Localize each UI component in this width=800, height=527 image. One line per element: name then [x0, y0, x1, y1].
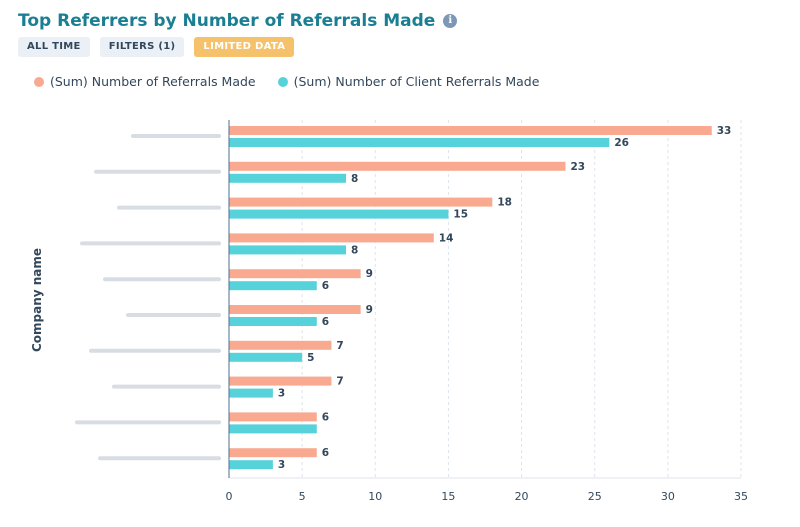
category-label-obscured-2	[94, 169, 221, 174]
data-label-referrals-2: 23	[570, 161, 585, 173]
bar-referrals-8[interactable]	[229, 376, 332, 386]
chart-legend: (Sum) Number of Referrals Made (Sum) Num…	[34, 74, 539, 89]
legend-swatch-client-referrals	[277, 76, 288, 87]
date-range-chip[interactable]: ALL TIME	[18, 37, 90, 57]
bar-client-referrals-10[interactable]	[229, 460, 273, 470]
x-tick-label: 0	[226, 490, 233, 503]
category-label-obscured-4	[80, 241, 221, 246]
category-label-obscured-8	[112, 384, 221, 389]
legend-label-referrals: (Sum) Number of Referrals Made	[50, 74, 256, 89]
data-label-client-referrals-10: 3	[278, 459, 285, 471]
data-label-referrals-10: 6	[322, 447, 329, 459]
data-label-client-referrals-3: 15	[453, 209, 468, 221]
bar-client-referrals-8[interactable]	[229, 388, 273, 398]
legend-item-referrals[interactable]: (Sum) Number of Referrals Made	[34, 74, 256, 89]
limited-data-badge: LIMITED DATA	[194, 37, 295, 57]
chart-header: Top Referrers by Number of Referrals Mad…	[18, 8, 458, 34]
x-tick-label: 35	[734, 490, 748, 503]
bar-client-referrals-9[interactable]	[229, 424, 317, 434]
data-label-referrals-1: 33	[717, 125, 732, 137]
data-label-client-referrals-1: 26	[614, 137, 629, 149]
bar-referrals-9[interactable]	[229, 412, 317, 422]
bar-referrals-5[interactable]	[229, 269, 361, 279]
data-label-referrals-3: 18	[497, 197, 512, 209]
category-label-obscured-7	[89, 348, 221, 353]
bar-referrals-10[interactable]	[229, 448, 317, 458]
data-label-referrals-5: 9	[366, 268, 373, 280]
data-label-referrals-6: 9	[366, 304, 373, 316]
legend-label-client-referrals: (Sum) Number of Client Referrals Made	[293, 74, 540, 89]
x-tick-label: 15	[441, 490, 455, 503]
bar-client-referrals-1[interactable]	[229, 138, 610, 147]
bar-client-referrals-7[interactable]	[229, 352, 303, 362]
data-label-referrals-9: 6	[322, 411, 329, 423]
legend-item-client-referrals[interactable]: (Sum) Number of Client Referrals Made	[277, 74, 540, 89]
bar-referrals-2[interactable]	[229, 161, 566, 171]
info-icon[interactable]: i	[443, 14, 458, 28]
bar-client-referrals-6[interactable]	[229, 317, 317, 326]
bar-client-referrals-5[interactable]	[229, 281, 317, 291]
category-label-obscured-1	[131, 134, 221, 138]
data-label-referrals-8: 7	[336, 376, 343, 388]
category-label-obscured-3	[117, 205, 221, 210]
bar-referrals-6[interactable]	[229, 305, 361, 314]
bar-client-referrals-4[interactable]	[229, 245, 347, 255]
legend-swatch-referrals	[34, 76, 44, 87]
chart-title: Top Referrers by Number of Referrals Mad…	[18, 11, 436, 31]
data-label-referrals-4: 14	[439, 232, 454, 244]
bar-referrals-4[interactable]	[229, 233, 434, 243]
bar-referrals-1[interactable]	[229, 126, 712, 135]
filters-chip[interactable]: FILTERS (1)	[99, 37, 185, 57]
x-tick-label: 10	[368, 490, 382, 503]
bar-client-referrals-2[interactable]	[229, 173, 347, 183]
data-label-client-referrals-6: 6	[322, 316, 329, 328]
filter-chips: ALL TIME FILTERS (1) LIMITED DATA	[18, 37, 295, 57]
y-axis-title: Company name	[30, 248, 44, 352]
data-label-client-referrals-5: 6	[322, 280, 329, 292]
x-tick-label: 30	[661, 490, 675, 503]
bar-referrals-7[interactable]	[229, 340, 332, 350]
bar-referrals-3[interactable]	[229, 197, 493, 207]
data-label-client-referrals-7: 5	[307, 352, 314, 364]
category-label-obscured-6	[126, 313, 221, 317]
category-label-obscured-5	[103, 277, 221, 282]
bar-client-referrals-3[interactable]	[229, 209, 449, 219]
x-tick-label: 20	[515, 490, 529, 503]
category-label-obscured-10	[98, 456, 221, 461]
data-label-referrals-7: 7	[336, 340, 343, 352]
x-tick-label: 25	[588, 490, 602, 503]
data-label-client-referrals-2: 8	[351, 173, 358, 185]
data-label-client-referrals-4: 8	[351, 244, 358, 256]
category-label-obscured-9	[75, 420, 221, 425]
x-tick-label: 5	[299, 490, 306, 503]
data-label-client-referrals-8: 3	[278, 388, 285, 400]
